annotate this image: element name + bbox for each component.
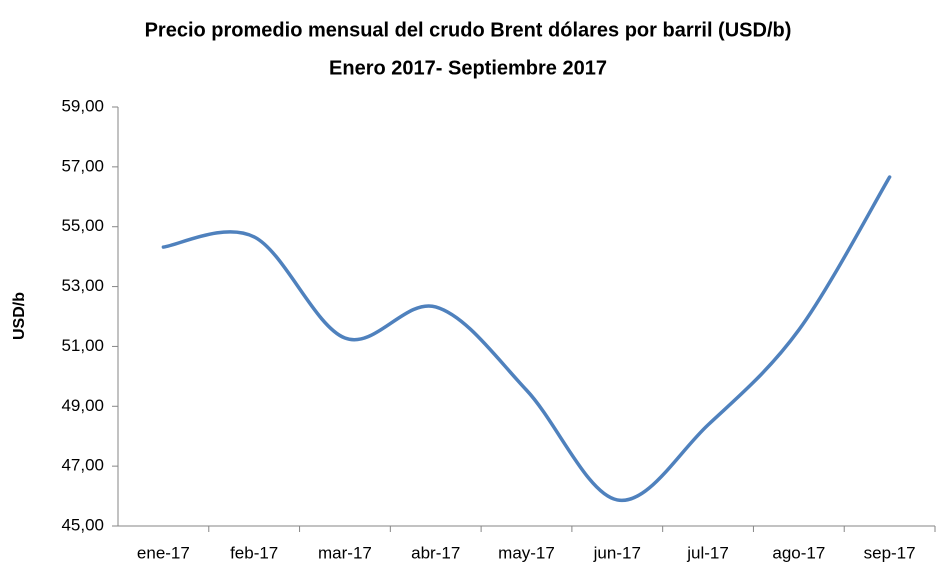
y-tick-label: 55,00 xyxy=(61,216,104,235)
chart-title: Precio promedio mensual del crudo Brent … xyxy=(145,19,792,41)
x-tick-label: ago-17 xyxy=(772,543,825,562)
x-tick-label: jun-17 xyxy=(593,543,641,562)
line xyxy=(161,175,892,502)
y-tick-label: 51,00 xyxy=(61,336,104,355)
x-tick-label: jul-17 xyxy=(686,543,729,562)
x-tick-label: mar-17 xyxy=(318,543,372,562)
x-tick-label: may-17 xyxy=(498,543,555,562)
y-tick-label: 47,00 xyxy=(61,456,104,475)
x-tick-label: abr-17 xyxy=(411,543,460,562)
x-tick-label: sep-17 xyxy=(864,543,916,562)
y-axis-label: USD/b xyxy=(11,292,28,340)
chart-subtitle: Enero 2017- Septiembre 2017 xyxy=(329,57,607,79)
y-tick-label: 59,00 xyxy=(61,96,104,115)
y-tick-label: 49,00 xyxy=(61,396,104,415)
y-tick-label: 45,00 xyxy=(61,515,104,534)
y-tick-label: 57,00 xyxy=(61,156,104,175)
y-tick-label: 53,00 xyxy=(61,276,104,295)
x-tick-label: feb-17 xyxy=(230,543,278,562)
x-tick-label: ene-17 xyxy=(137,543,190,562)
